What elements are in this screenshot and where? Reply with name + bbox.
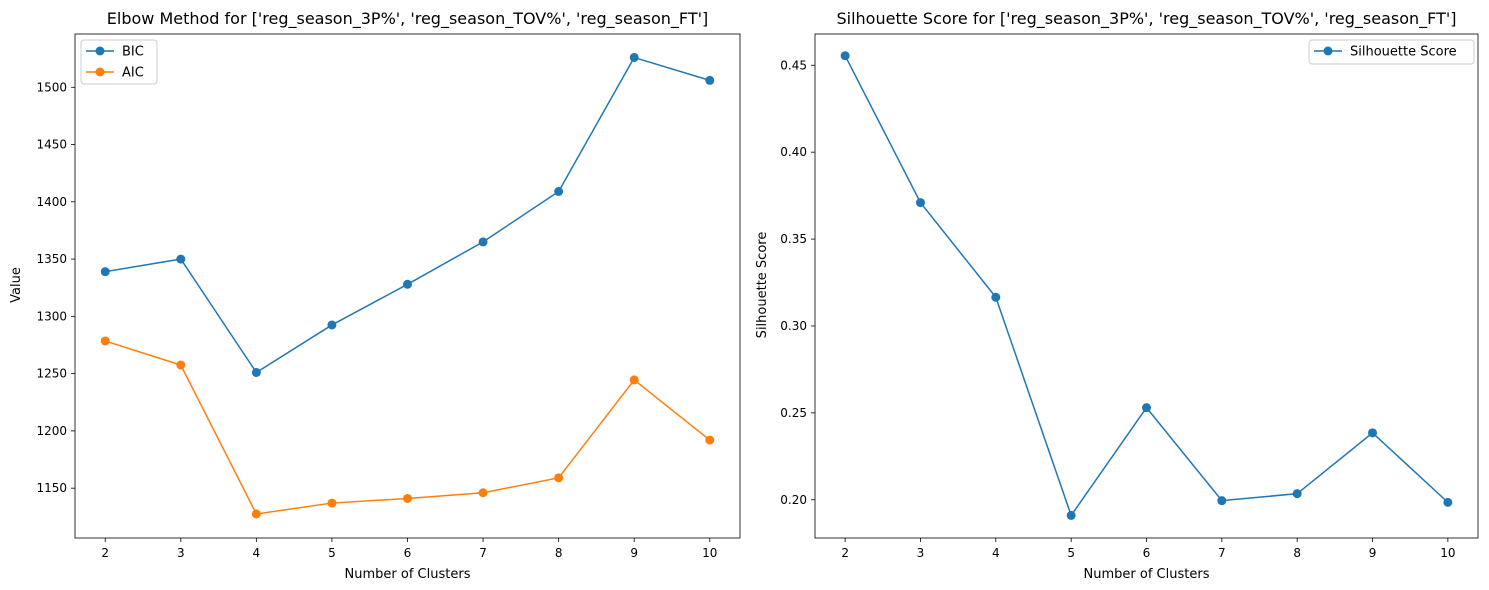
y-tick-label: 1450	[36, 138, 67, 152]
y-tick-label: 1500	[36, 80, 67, 94]
y-tick-label: 0.40	[780, 145, 807, 159]
data-point	[991, 292, 1001, 302]
silhouette-chart: Silhouette Score for ['reg_season_3P%', …	[755, 9, 1479, 582]
x-tick-label: 8	[555, 546, 563, 560]
silhouette-y-axis-label: Silhouette Score	[755, 232, 770, 339]
data-point	[915, 198, 925, 208]
data-point	[1142, 403, 1151, 413]
x-tick-label: 8	[1293, 546, 1301, 560]
plot-frame	[74, 33, 741, 539]
legend-box	[80, 39, 158, 85]
legend-box	[1308, 39, 1475, 65]
y-tick-label: 1400	[36, 195, 67, 209]
data-point	[705, 435, 715, 445]
data-point	[327, 498, 337, 508]
x-tick-label: 6	[1143, 546, 1151, 560]
x-tick-label: 7	[1218, 546, 1226, 560]
elbow-chart: Elbow Method for ['reg_season_3P%', 'reg…	[9, 9, 741, 582]
data-point	[176, 360, 186, 370]
x-tick-label: 3	[177, 546, 185, 560]
legend-label: AIC	[122, 66, 144, 81]
data-point	[251, 509, 261, 519]
data-point	[840, 51, 850, 61]
data-point	[554, 473, 564, 483]
data-point	[1292, 489, 1302, 499]
y-tick-label: 1200	[36, 424, 67, 438]
data-point	[100, 336, 110, 346]
y-tick-label: 0.30	[780, 319, 807, 333]
series-line-bic	[105, 56, 710, 374]
data-point	[1368, 428, 1378, 438]
y-tick-label: 1300	[36, 309, 67, 323]
y-tick-label: 1350	[36, 252, 67, 266]
data-point	[327, 320, 337, 330]
y-tick-label: 0.35	[780, 232, 807, 246]
x-tick-label: 4	[992, 546, 1000, 560]
data-point	[403, 279, 412, 289]
data-point	[403, 493, 412, 503]
silhouette-chart-title: Silhouette Score for ['reg_season_3P%', …	[836, 9, 1456, 29]
data-point	[1443, 497, 1453, 507]
data-point	[478, 488, 488, 498]
data-point	[629, 52, 639, 62]
data-point	[554, 187, 564, 196]
data-point	[1217, 496, 1227, 506]
data-point	[629, 375, 639, 385]
x-tick-label: 5	[1067, 546, 1075, 560]
x-tick-label: 2	[101, 546, 109, 560]
elbow-x-axis-label: Number of Clusters	[345, 567, 471, 582]
legend-marker	[95, 67, 105, 77]
legend-label: Silhouette Score	[1350, 45, 1457, 60]
x-tick-label: 10	[1440, 546, 1455, 560]
y-tick-label: 0.25	[780, 406, 807, 420]
x-tick-label: 5	[328, 546, 336, 560]
legend-marker	[95, 46, 105, 56]
silhouette-x-axis-label: Number of Clusters	[1084, 567, 1210, 582]
y-tick-label: 0.45	[780, 58, 807, 72]
x-tick-label: 10	[702, 546, 717, 560]
data-point	[478, 237, 488, 247]
y-tick-label: 1150	[36, 481, 67, 495]
legend-marker	[1323, 46, 1333, 56]
x-tick-label: 9	[1369, 546, 1377, 560]
data-point	[176, 254, 186, 264]
legend-label: BIC	[122, 45, 144, 60]
y-tick-label: 0.20	[780, 493, 807, 507]
x-tick-label: 7	[479, 546, 487, 560]
series-line-aic	[105, 340, 711, 515]
x-tick-label: 9	[630, 546, 638, 560]
data-point	[100, 267, 110, 277]
data-point	[705, 75, 715, 85]
elbow-y-axis-label: Value	[9, 267, 24, 303]
x-tick-label: 3	[917, 546, 925, 560]
x-tick-label: 2	[841, 546, 849, 560]
x-tick-label: 4	[253, 546, 261, 560]
plot-frame	[814, 33, 1479, 539]
data-point	[251, 367, 261, 377]
x-tick-label: 6	[404, 546, 412, 560]
elbow-chart-title: Elbow Method for ['reg_season_3P%', 'reg…	[107, 9, 708, 29]
data-point	[1066, 510, 1076, 520]
series-line-silhouette-score	[844, 55, 1449, 518]
y-tick-label: 1250	[36, 367, 67, 381]
